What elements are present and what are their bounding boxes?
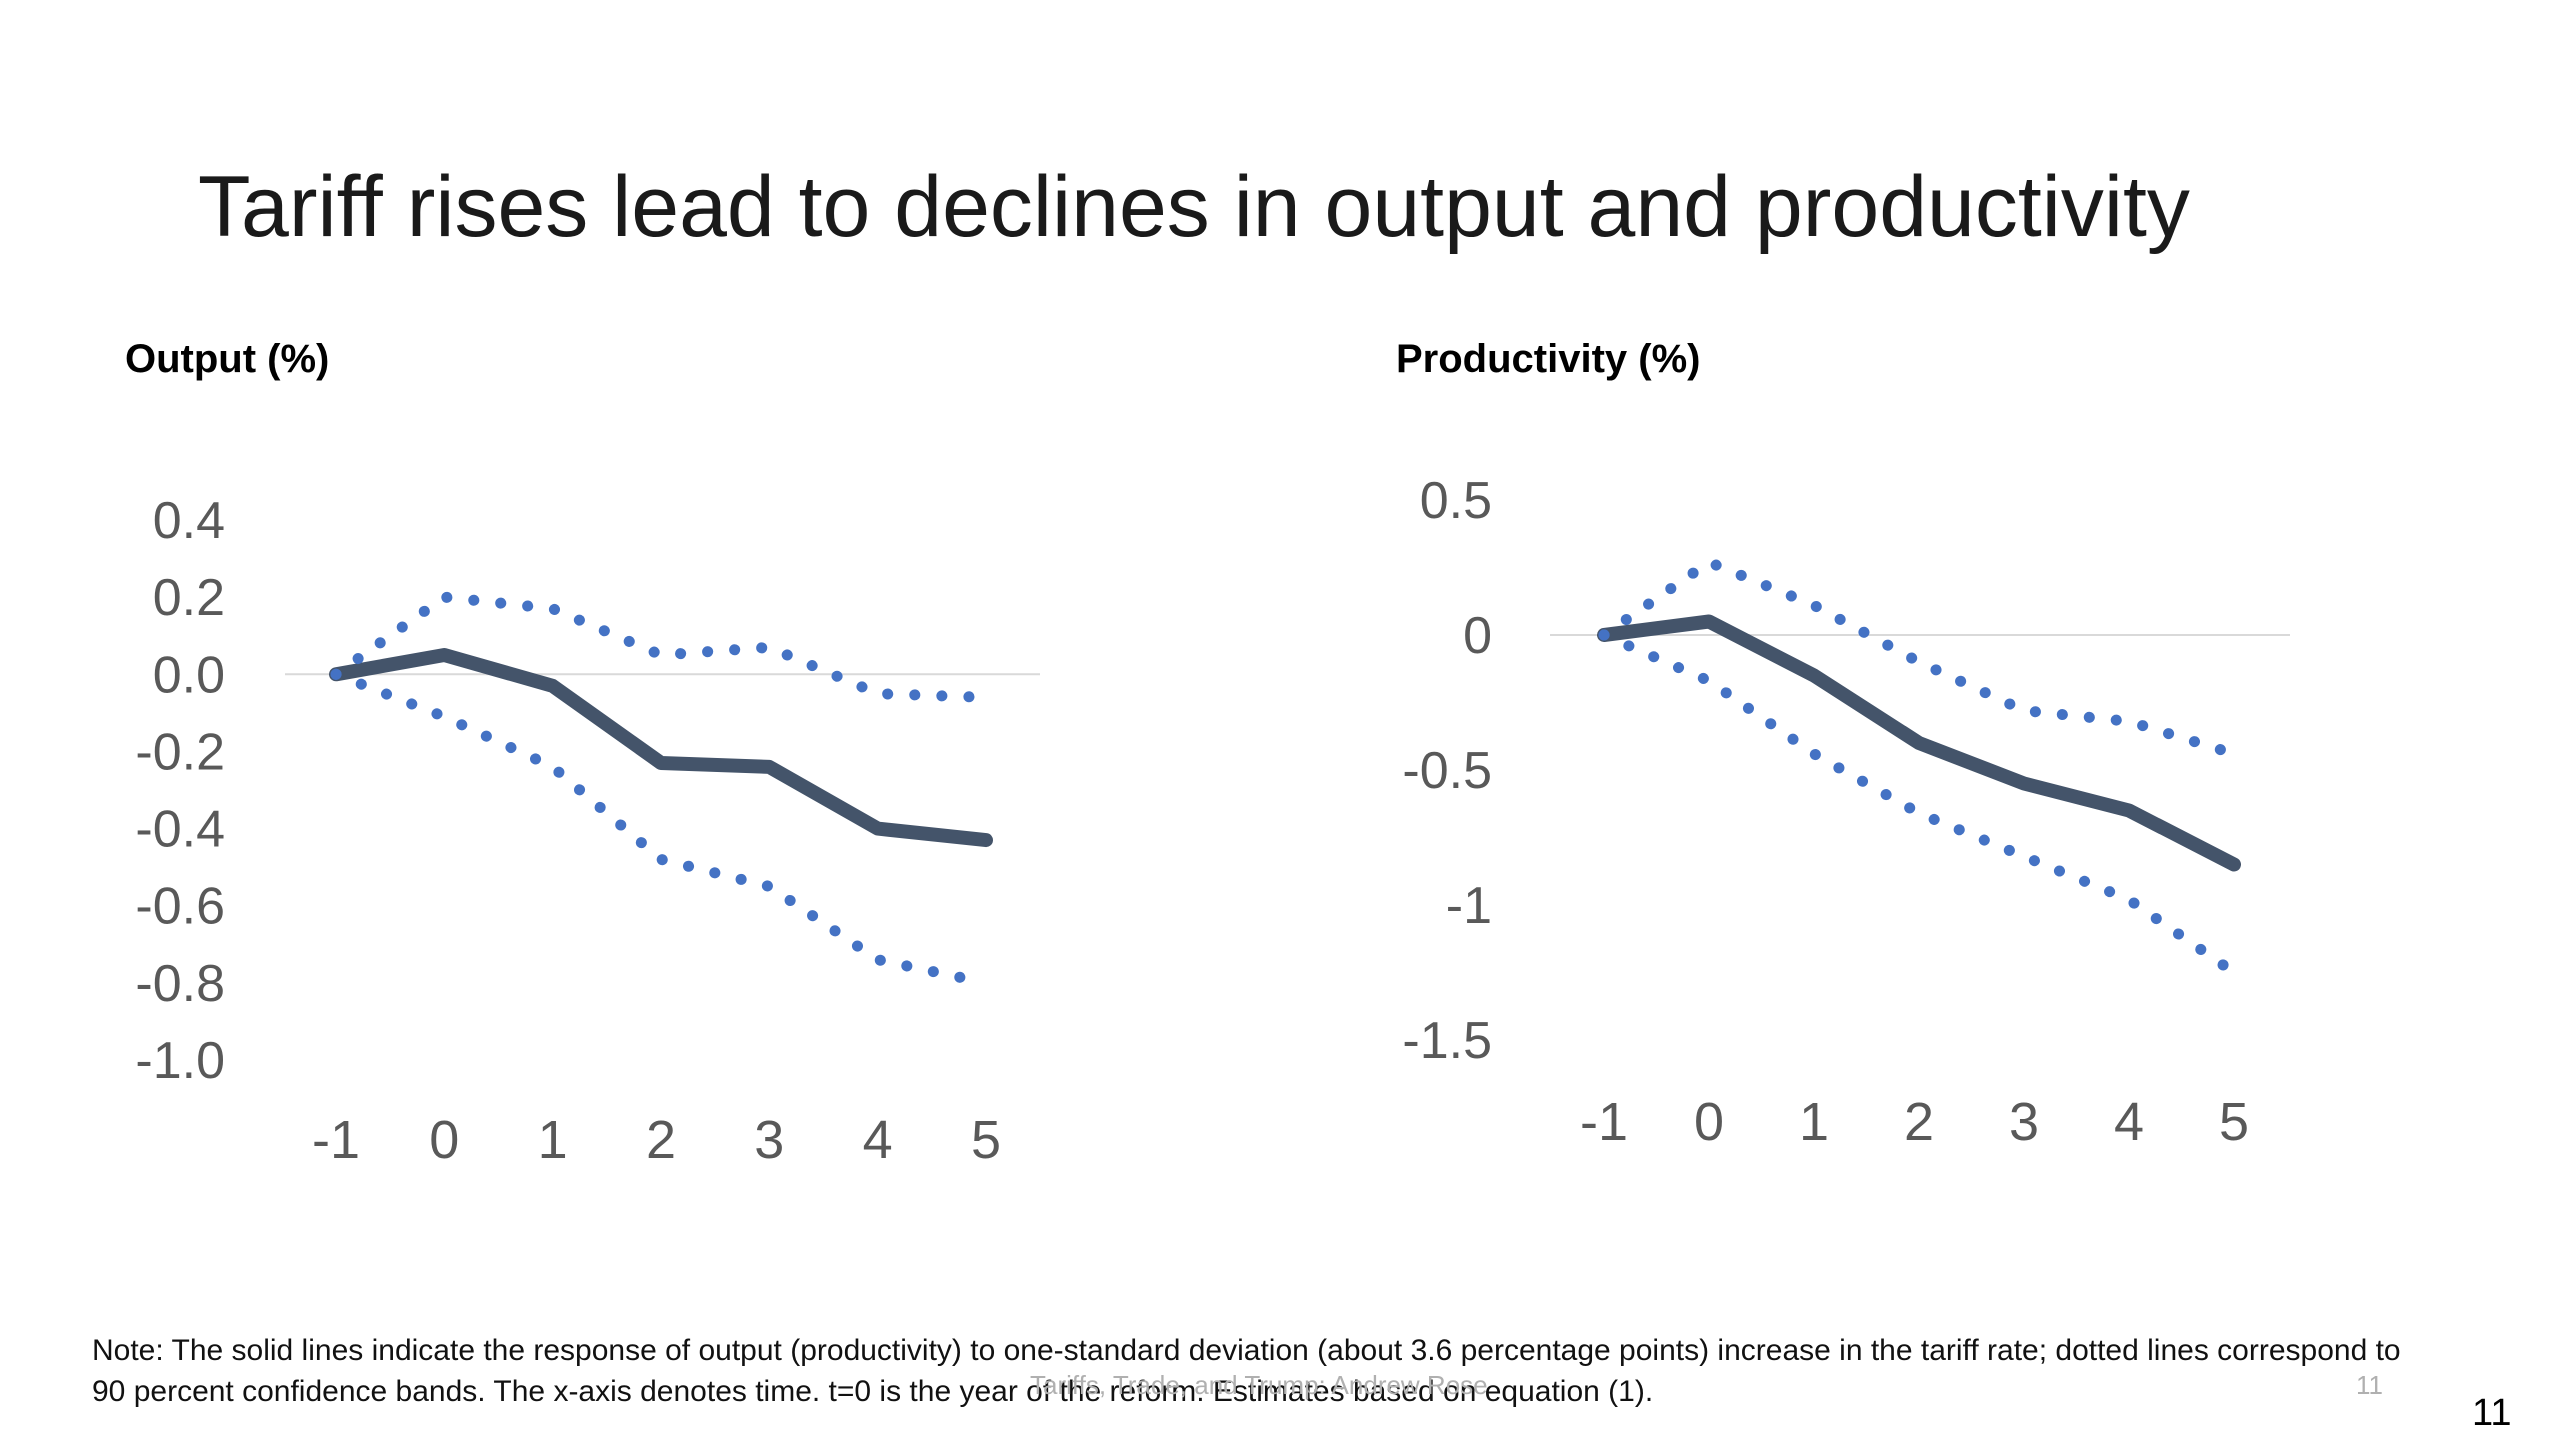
y-tick-label: -0.4 — [135, 801, 225, 859]
y-tick-label: -1 — [1446, 877, 1492, 935]
y-tick-label: -1.0 — [135, 1032, 225, 1090]
x-tick-label: 2 — [1904, 1092, 1934, 1152]
y-tick-label: 0.2 — [153, 569, 225, 627]
footnote: Note: The solid lines indicate the respo… — [92, 1334, 2401, 1408]
productivity-chart: 0.5 0 -0.5 -1 -1.5 -1 0 1 2 3 4 5 — [1402, 472, 2290, 1152]
y-tick-label: 0.4 — [153, 492, 225, 550]
x-tick-label: -1 — [1580, 1092, 1628, 1152]
output-chart: 0.4 0.2 0.0 -0.2 -0.4 -0.6 -0.8 -1.0 -1 0 1 2 3 4 5 — [135, 492, 1040, 1170]
lower-band-line — [330, 668, 992, 989]
upper-band-line — [330, 591, 992, 703]
x-tick-label: 3 — [2009, 1092, 2039, 1152]
x-tick-label: 4 — [863, 1110, 893, 1170]
x-tick-label: 5 — [2219, 1092, 2249, 1152]
y-tick-label: -1.5 — [1402, 1012, 1492, 1070]
footer-text: Tariffs, Trade, and Trump: Andrew Rose — [1030, 1370, 1488, 1400]
x-tick-label: 5 — [971, 1110, 1001, 1170]
x-tick-label: 4 — [2114, 1092, 2144, 1152]
y-tick-label: -0.6 — [135, 878, 225, 936]
x-tick-label: 3 — [754, 1110, 784, 1170]
x-tick-label: 1 — [1799, 1092, 1829, 1152]
y-tick-label: 0.0 — [153, 646, 225, 704]
output-chart-title: Output (%) — [125, 337, 330, 381]
y-tick-label: 0.5 — [1420, 472, 1492, 530]
productivity-chart-title: Productivity (%) — [1396, 337, 1701, 381]
upper-band-line — [1598, 556, 2240, 760]
x-tick-label: 0 — [429, 1110, 459, 1170]
footer-page: 11 — [2356, 1370, 2383, 1400]
x-tick-label: -1 — [312, 1110, 360, 1170]
x-tick-label: 1 — [538, 1110, 568, 1170]
lower-band-line — [1598, 629, 2240, 978]
y-tick-label: -0.2 — [135, 723, 225, 781]
estimate-line — [329, 648, 993, 848]
page-number: 11 — [2472, 1392, 2512, 1434]
slide-title: Tariff rises lead to declines in output … — [198, 159, 2190, 255]
x-tick-label: 2 — [646, 1110, 676, 1170]
y-tick-label: -0.5 — [1402, 742, 1492, 800]
estimate-line — [1597, 614, 2241, 872]
y-tick-label: 0 — [1463, 607, 1492, 665]
x-tick-label: 0 — [1694, 1092, 1724, 1152]
y-tick-label: -0.8 — [135, 955, 225, 1013]
